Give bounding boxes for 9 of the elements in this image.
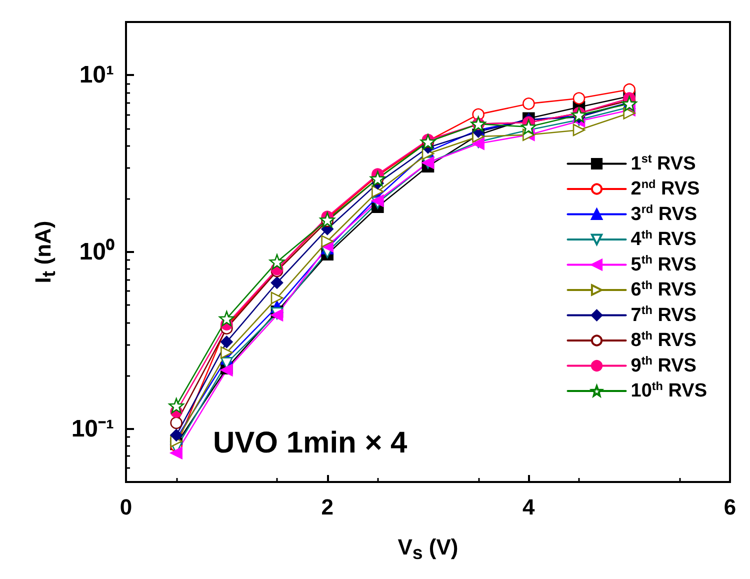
x-tick-label: 0 — [120, 494, 132, 520]
x-tick-label: 4 — [522, 494, 536, 520]
y-tick-label: 10¹ — [79, 62, 114, 89]
y-axis-title: It (nA) — [30, 220, 59, 284]
y-tick-label: 10⁻¹ — [71, 415, 114, 442]
x-tick-label: 6 — [724, 494, 736, 520]
annotation: UVO 1min × 4 — [213, 426, 408, 460]
x-tick-label: 2 — [321, 494, 334, 520]
y-tick-label: 10⁰ — [79, 238, 115, 266]
